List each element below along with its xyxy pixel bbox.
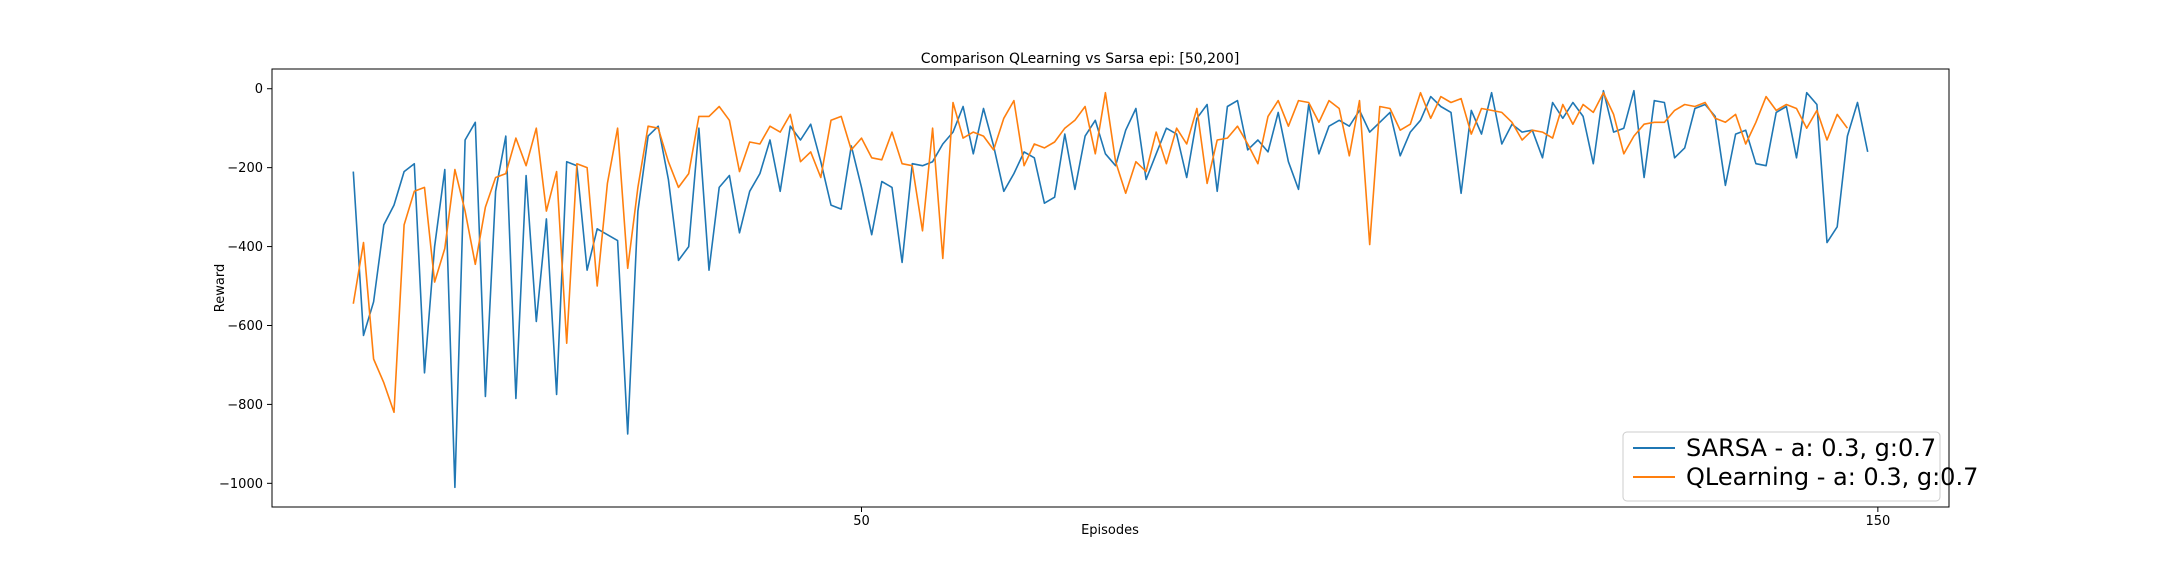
- legend-label-qlearning: QLearning - a: 0.3, g:0.7: [1686, 463, 1978, 491]
- x-axis-label: Episodes: [1081, 523, 1139, 538]
- x-tick-label: 50: [853, 514, 870, 529]
- chart-title: Comparison QLearning vs Sarsa epi: [50,2…: [921, 51, 1240, 67]
- y-axis: 0 −200 −400 −600 −800 −1000: [219, 82, 272, 492]
- y-tick-label: 0: [255, 82, 263, 97]
- legend-box: [1622, 431, 1941, 502]
- y-tick-label: −800: [227, 398, 263, 413]
- legend-label-sarsa: SARSA - a: 0.3, g:0.7: [1686, 434, 1936, 462]
- series-line-qlearning: [352, 91, 1849, 414]
- x-axis: 50 150: [853, 507, 1890, 529]
- plot-frame: [271, 68, 1950, 508]
- series-line-sarsa: [352, 89, 1869, 489]
- x-tick-label: 150: [1865, 514, 1890, 529]
- y-tick-label: −600: [227, 319, 263, 334]
- plot-area: [352, 89, 1869, 489]
- y-tick-label: −400: [227, 240, 263, 255]
- legend: SARSA - a: 0.3, g:0.7 QLearning - a: 0.3…: [1622, 431, 1978, 502]
- y-axis-label: Reward: [213, 264, 228, 312]
- y-tick-label: −1000: [219, 477, 263, 492]
- y-tick-label: −200: [227, 161, 263, 176]
